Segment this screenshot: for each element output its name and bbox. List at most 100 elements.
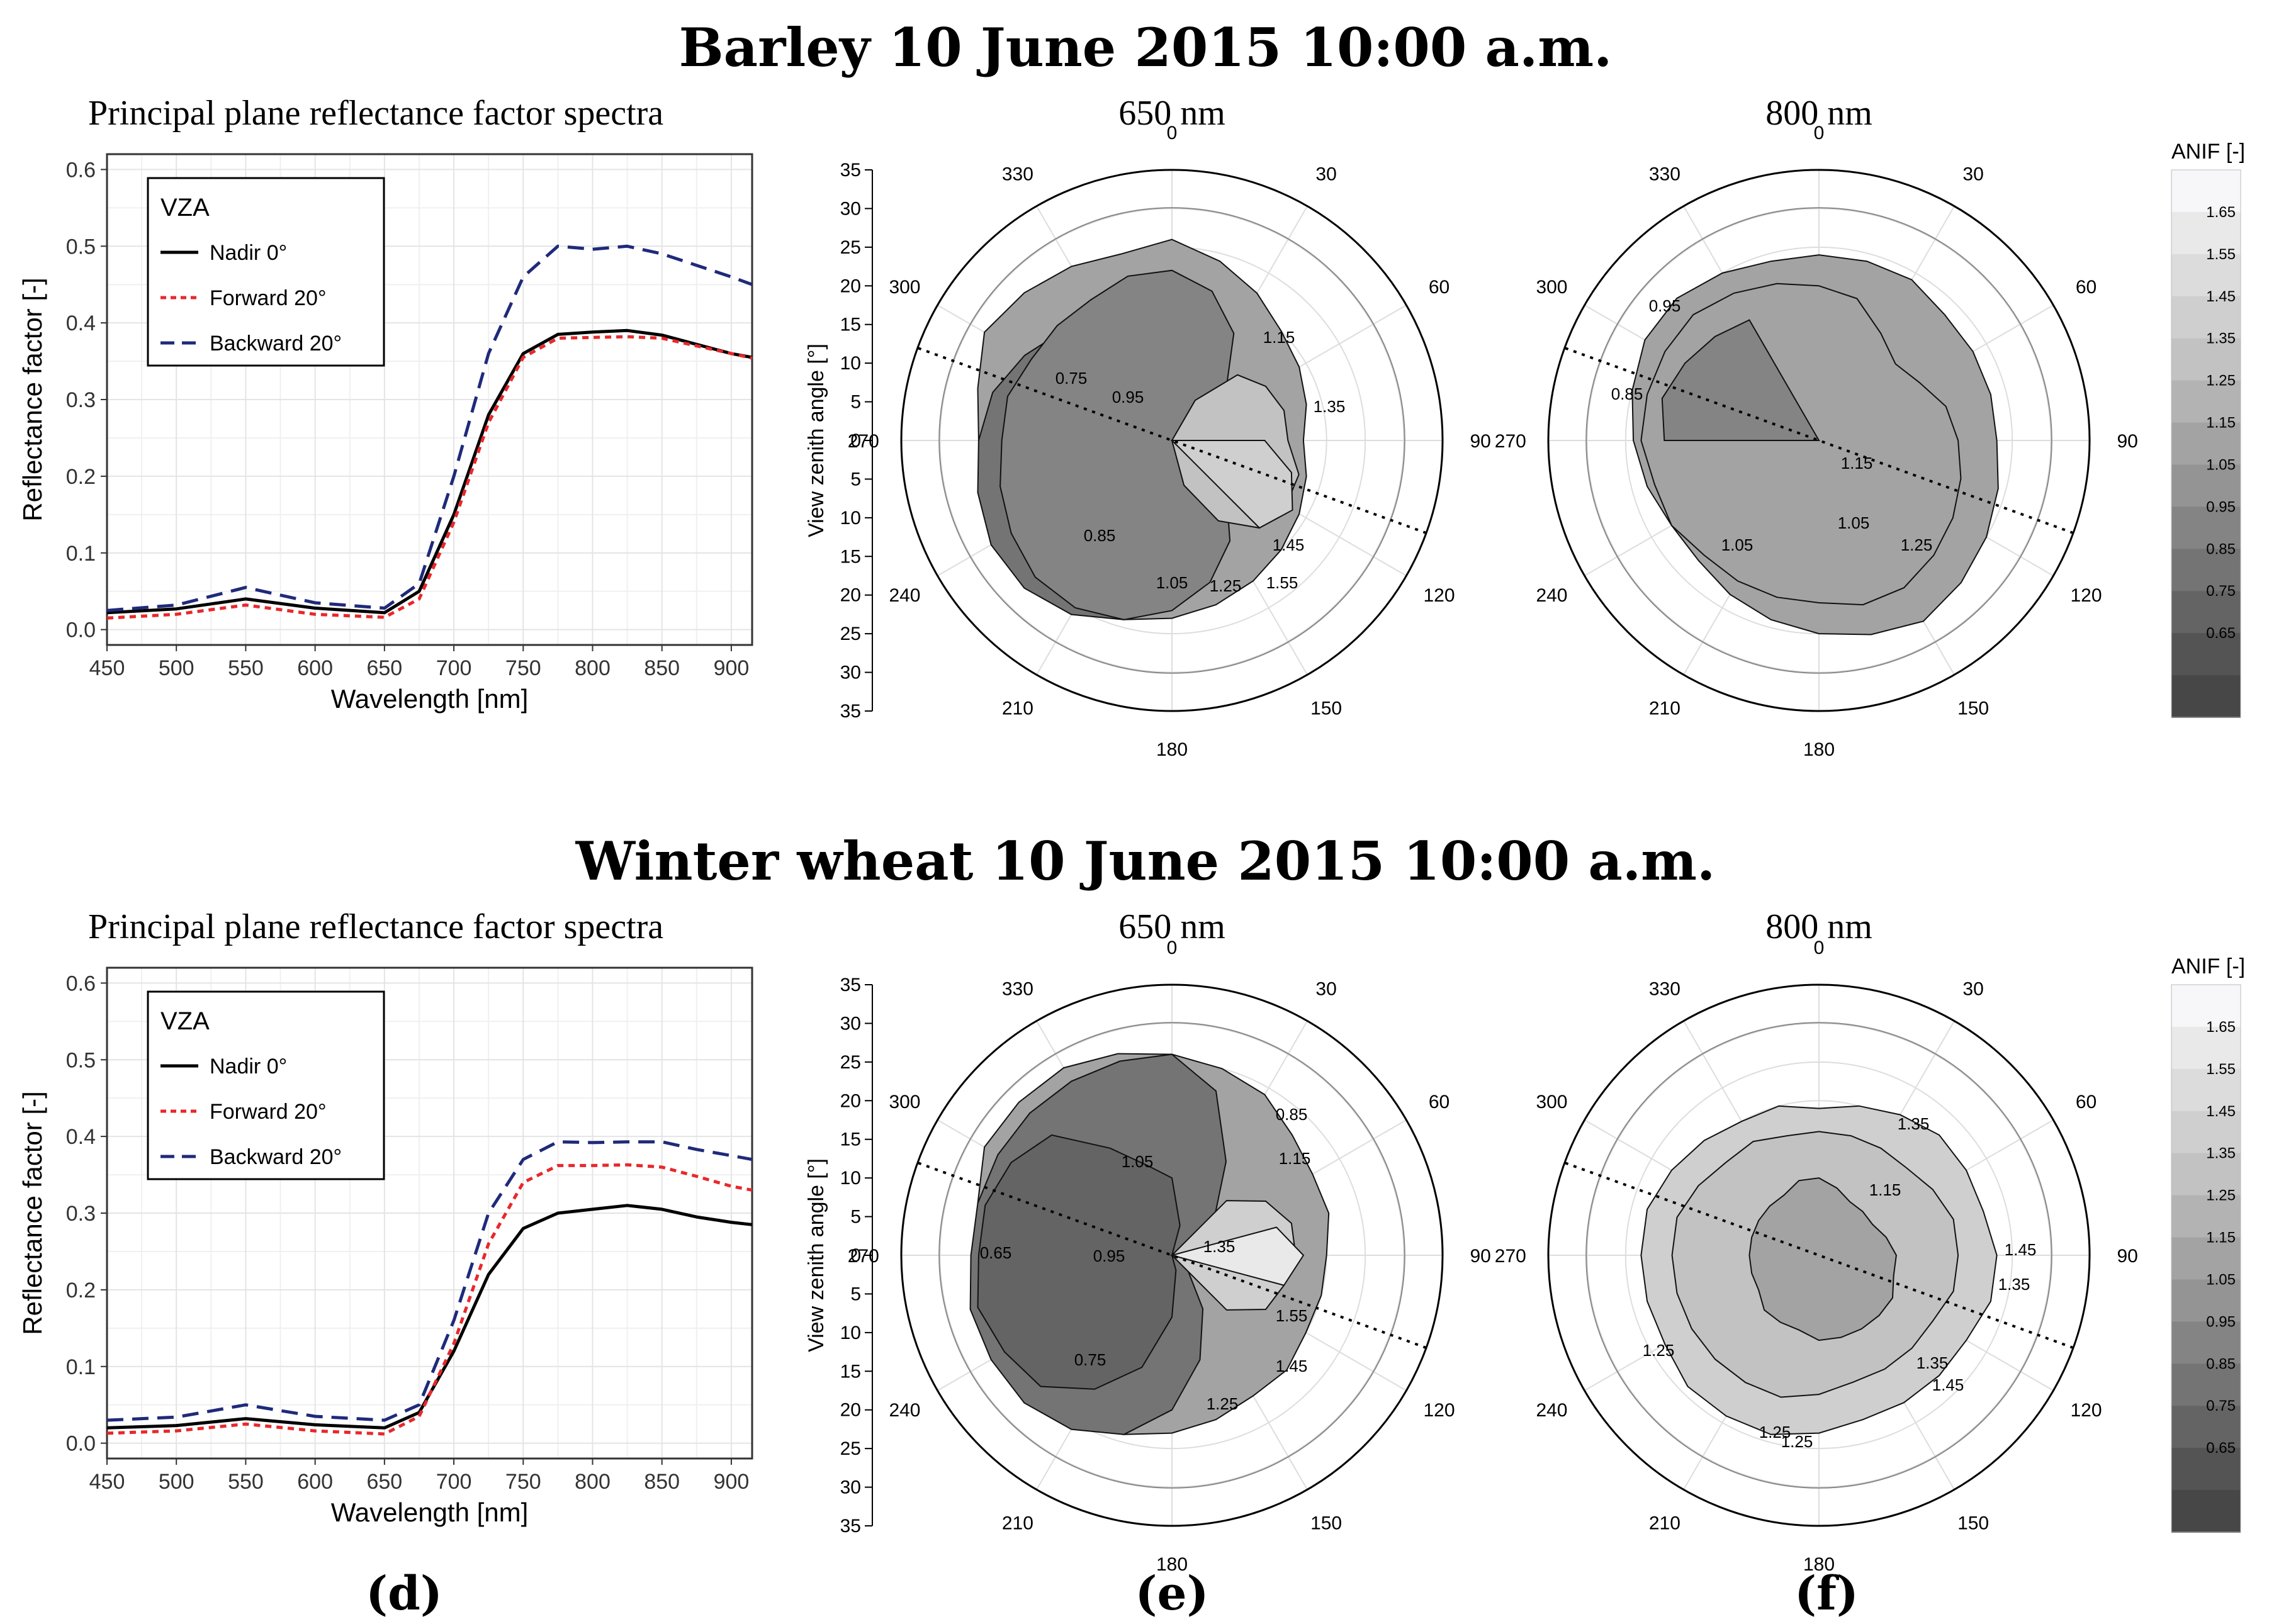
series-line bbox=[106, 1163, 753, 1436]
principal-plane-line bbox=[1564, 347, 2074, 534]
polar-title: 650 nm bbox=[1118, 94, 1225, 133]
colorbar-swatch bbox=[2171, 1237, 2241, 1280]
radial-tick-label: 5 bbox=[850, 1284, 861, 1304]
contour-label: 1.25 bbox=[1210, 576, 1242, 595]
colorbar-swatch bbox=[2171, 549, 2241, 592]
series-line bbox=[106, 1140, 753, 1422]
plot-border bbox=[106, 966, 753, 1460]
principal-plane-line bbox=[917, 347, 1427, 534]
y-tick-label: 0.4 bbox=[66, 311, 96, 335]
radial-tick-label: 10 bbox=[840, 1168, 861, 1189]
polar-outer-circle bbox=[900, 983, 1444, 1527]
x-tick-label: 750 bbox=[505, 1470, 541, 1494]
contour-region bbox=[1748, 1177, 1897, 1341]
angle-tick-label: 30 bbox=[1315, 164, 1336, 184]
spectra-subtitle: Principal plane reflectance factor spect… bbox=[88, 94, 663, 133]
colorbar-swatch bbox=[2171, 1195, 2241, 1238]
x-tick-label: 900 bbox=[714, 1470, 750, 1494]
x-tick-label: 650 bbox=[366, 1470, 402, 1494]
series-line bbox=[106, 328, 753, 615]
row-title: Barley 10 June 2015 10:00 a.m. bbox=[679, 16, 1613, 79]
radial-tick-label: 20 bbox=[840, 1090, 861, 1111]
radial-tick-label: 5 bbox=[850, 392, 861, 413]
contour-label: 1.45 bbox=[2005, 1240, 2037, 1259]
colorbar-label: 1.15 bbox=[2206, 1229, 2236, 1246]
colorbar-label: 1.25 bbox=[2206, 1187, 2236, 1204]
angle-tick-label: 210 bbox=[1649, 698, 1680, 719]
colorbar-frame bbox=[2171, 984, 2241, 1533]
x-tick-label: 650 bbox=[366, 656, 402, 680]
colorbar-swatch bbox=[2171, 1111, 2241, 1154]
colorbar-label: 0.85 bbox=[2206, 1355, 2236, 1372]
spectra-chart: 450 500 550 600 650 700 750 800 850 900 0.0 0.1 0.2 0… bbox=[18, 153, 753, 714]
angle-tick-label: 180 bbox=[1156, 739, 1188, 760]
radial-tick-label: 35 bbox=[840, 160, 861, 181]
legend-title: VZA bbox=[160, 194, 210, 221]
y-tick-label: 0.1 bbox=[66, 542, 96, 566]
contour-label: 0.65 bbox=[980, 1243, 1012, 1262]
angle-tick-label: 90 bbox=[2117, 1246, 2138, 1267]
angle-tick-label: 30 bbox=[1315, 978, 1336, 999]
colorbar-swatch bbox=[2171, 1364, 2241, 1407]
radial-tick-label: 5 bbox=[850, 469, 861, 490]
radial-tick-label: 10 bbox=[840, 1323, 861, 1343]
angle-tick-label: 210 bbox=[1002, 1513, 1033, 1534]
colorbar-swatch bbox=[2171, 675, 2241, 718]
colorbar-label: 1.35 bbox=[2206, 1145, 2236, 1162]
colorbar-swatch bbox=[2171, 1279, 2241, 1323]
legend-label: Nadir 0° bbox=[210, 241, 287, 265]
colorbar-swatch bbox=[2171, 1406, 2241, 1449]
contour-label: 1.45 bbox=[1276, 1357, 1308, 1375]
polar-inner-ring bbox=[938, 1022, 1405, 1489]
x-tick-label: 550 bbox=[228, 1470, 264, 1494]
angle-tick-label: 330 bbox=[1649, 978, 1680, 999]
colorbar-label: 0.65 bbox=[2206, 625, 2236, 642]
angle-tick-label: 240 bbox=[889, 1400, 920, 1421]
colorbar-swatch bbox=[2171, 633, 2241, 676]
colorbar-swatch bbox=[2171, 591, 2241, 634]
colorbar-frame bbox=[2171, 169, 2241, 718]
legend-label: Nadir 0° bbox=[210, 1055, 287, 1078]
y-tick-label: 0.3 bbox=[66, 1202, 96, 1226]
radial-axis-label: View zenith angle [°] bbox=[804, 1158, 828, 1352]
angle-tick-label: 0 bbox=[1814, 123, 1825, 143]
polar-inner-ring bbox=[1585, 207, 2052, 674]
angle-tick-label: 60 bbox=[2076, 277, 2097, 298]
contour-label: 0.95 bbox=[1649, 296, 1681, 315]
colorbar-label: 0.75 bbox=[2206, 1397, 2236, 1414]
radial-tick-label: 0 bbox=[850, 430, 861, 451]
x-tick-label: 600 bbox=[297, 1470, 333, 1494]
colorbar-label: 1.65 bbox=[2206, 1019, 2236, 1036]
colorbar-label: 0.95 bbox=[2206, 498, 2236, 515]
angle-tick-label: 180 bbox=[1803, 739, 1835, 760]
contour-label: 0.85 bbox=[1276, 1105, 1308, 1124]
angle-tick-label: 90 bbox=[2117, 431, 2138, 452]
principal-plane-line bbox=[1564, 1162, 2074, 1349]
colorbar-label: 1.65 bbox=[2206, 204, 2236, 221]
series-line bbox=[106, 335, 753, 620]
radial-tick-label: 20 bbox=[840, 1400, 861, 1421]
angle-tick-label: 270 bbox=[1495, 1246, 1526, 1267]
colorbar-swatch bbox=[2171, 1153, 2241, 1196]
angle-tick-label: 120 bbox=[2070, 585, 2102, 606]
radial-tick-label: 10 bbox=[840, 508, 861, 529]
angle-tick-label: 0 bbox=[1814, 938, 1825, 958]
colorbar-swatch bbox=[2171, 464, 2241, 508]
radial-tick-label: 10 bbox=[840, 353, 861, 374]
polar-inner-ring bbox=[1585, 1022, 2052, 1489]
colorbar-label: 1.15 bbox=[2206, 415, 2236, 432]
x-tick-label: 900 bbox=[714, 656, 750, 680]
radial-tick-label: 0 bbox=[850, 1245, 861, 1266]
polar-chart-f: 1.351.151.451.351.251.351.451.251.250306… bbox=[1495, 938, 2138, 1575]
polar-title: 800 nm bbox=[1765, 907, 1872, 946]
row-title: Winter wheat 10 June 2015 10:00 a.m. bbox=[575, 830, 1715, 892]
contour-label: 1.05 bbox=[1156, 573, 1188, 592]
contour-label: 1.15 bbox=[1279, 1149, 1311, 1168]
spectra-subtitle: Principal plane reflectance factor spect… bbox=[88, 907, 663, 946]
angle-tick-label: 150 bbox=[1310, 698, 1342, 719]
legend-label: Backward 20° bbox=[210, 332, 342, 356]
angle-tick-label: 180 bbox=[1803, 1554, 1835, 1575]
angle-tick-label: 30 bbox=[1962, 164, 1983, 184]
y-tick-label: 0.3 bbox=[66, 388, 96, 412]
